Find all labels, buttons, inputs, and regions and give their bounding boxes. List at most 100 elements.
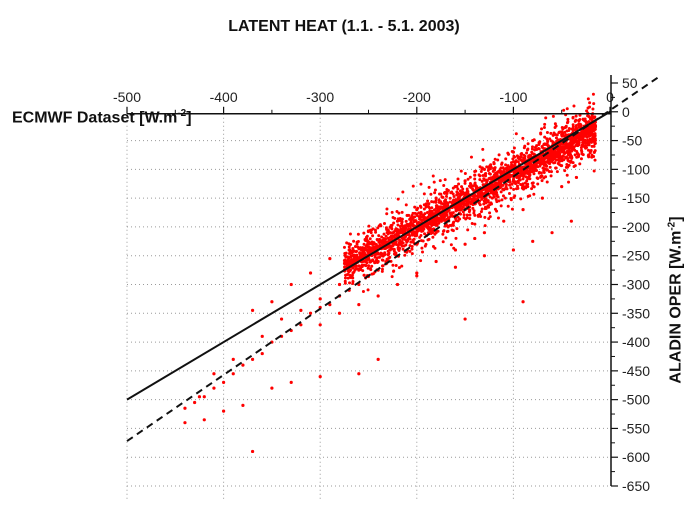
data-point <box>569 159 573 163</box>
data-point <box>433 191 437 195</box>
data-point <box>572 104 576 108</box>
data-point <box>505 168 509 172</box>
data-point <box>364 263 368 267</box>
data-point <box>357 303 361 307</box>
data-point <box>523 144 527 148</box>
data-point <box>499 204 503 208</box>
data-point <box>419 239 423 243</box>
data-point <box>390 210 394 214</box>
data-point <box>456 177 460 181</box>
data-point <box>368 237 372 241</box>
data-point <box>400 244 404 248</box>
data-point <box>343 253 347 257</box>
data-point <box>553 122 557 126</box>
data-point <box>432 180 436 184</box>
data-point <box>462 216 466 220</box>
data-point <box>528 168 532 172</box>
data-point <box>577 124 581 128</box>
data-point <box>441 232 445 236</box>
data-point <box>449 243 453 247</box>
data-point <box>538 164 542 168</box>
data-point <box>359 254 363 258</box>
data-point <box>389 231 393 235</box>
data-point <box>591 139 595 143</box>
y-tick-label: 0 <box>622 104 630 120</box>
data-point <box>362 242 366 246</box>
data-point <box>486 185 490 189</box>
data-point <box>483 207 487 211</box>
data-point <box>588 105 592 109</box>
data-point <box>591 92 595 96</box>
data-point <box>392 269 396 273</box>
data-point <box>493 166 497 170</box>
data-point <box>428 221 432 225</box>
data-point <box>548 137 552 141</box>
data-point <box>434 199 438 203</box>
data-point <box>418 235 422 239</box>
data-point <box>573 164 577 168</box>
data-point <box>547 170 551 174</box>
y-tick-label: -350 <box>622 305 650 321</box>
data-point <box>497 153 501 157</box>
data-point <box>445 190 449 194</box>
data-point <box>521 136 525 140</box>
data-point <box>399 241 403 245</box>
data-point <box>443 178 447 182</box>
data-point <box>342 245 346 249</box>
data-point <box>511 248 515 252</box>
data-point <box>476 213 480 217</box>
data-point <box>581 141 585 145</box>
data-point <box>513 194 517 198</box>
data-point <box>376 260 380 264</box>
data-point <box>587 114 591 118</box>
data-point <box>459 212 463 216</box>
data-point <box>530 145 534 149</box>
data-point <box>587 143 591 147</box>
data-point <box>594 124 598 128</box>
data-point <box>560 125 564 129</box>
data-point <box>489 177 493 181</box>
data-point <box>584 119 588 123</box>
data-point <box>458 189 462 193</box>
data-point <box>454 198 458 202</box>
data-point <box>279 317 284 321</box>
data-point <box>525 179 529 183</box>
data-point <box>583 144 587 148</box>
data-point <box>532 172 536 176</box>
data-point <box>414 219 418 223</box>
data-point <box>408 217 412 221</box>
data-point <box>370 272 374 276</box>
data-point <box>396 223 400 227</box>
data-point <box>560 185 564 189</box>
data-point <box>354 267 358 271</box>
data-point <box>514 187 518 191</box>
data-point <box>289 380 293 384</box>
data-point <box>337 282 342 287</box>
data-point <box>403 253 407 257</box>
data-point <box>478 174 482 178</box>
data-point <box>241 363 245 367</box>
data-point <box>545 137 549 141</box>
data-point <box>440 195 444 199</box>
data-point <box>496 216 500 220</box>
data-point <box>532 185 536 189</box>
data-point <box>413 211 417 215</box>
data-point <box>408 234 412 238</box>
data-point <box>592 150 596 154</box>
data-point <box>550 151 554 155</box>
data-point <box>485 179 489 183</box>
data-point <box>576 135 580 139</box>
data-point <box>493 157 497 161</box>
data-point <box>357 247 361 251</box>
data-point <box>493 192 497 196</box>
x-tick-label: -300 <box>306 89 334 105</box>
data-point <box>512 177 516 181</box>
data-point <box>377 237 381 241</box>
data-point <box>428 209 432 213</box>
data-point <box>401 190 405 194</box>
data-point <box>365 258 369 262</box>
data-point <box>540 157 544 161</box>
data-point <box>510 207 514 211</box>
data-point <box>422 207 426 211</box>
data-point <box>385 231 389 235</box>
